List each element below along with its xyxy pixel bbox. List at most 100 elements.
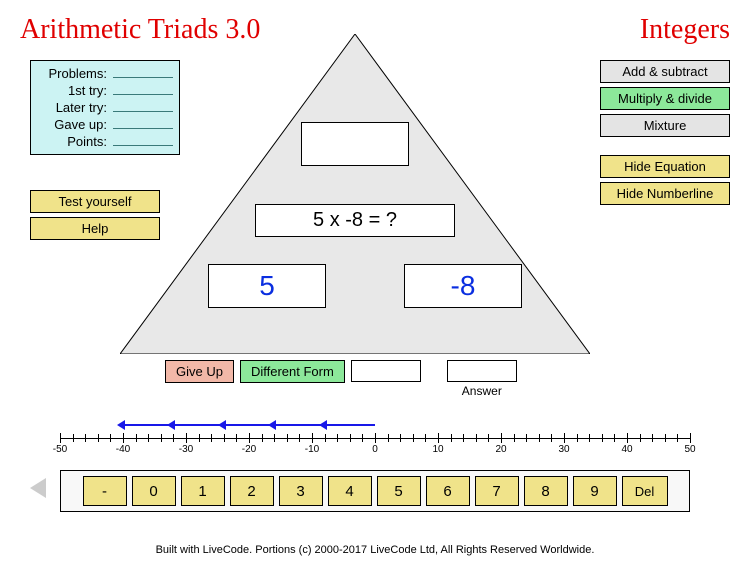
numberline-label: 40 [621,444,632,455]
numberline-tick [186,433,187,443]
numberline-minor-tick [488,434,489,442]
numberline-label: -30 [179,444,193,455]
key-9[interactable]: 9 [573,476,617,506]
footer-text: Built with LiveCode. Portions (c) 2000-2… [0,544,750,556]
scratch-input[interactable] [351,360,421,382]
numberline-minor-tick [463,434,464,442]
stats-label: 1st try: [37,83,107,98]
numberline-minor-tick [551,434,552,442]
stats-label: Problems: [37,66,107,81]
stats-label: Gave up: [37,117,107,132]
numberline-minor-tick [262,434,263,442]
numberline-minor-tick [350,434,351,442]
action-row: Give Up Different Form Answer [165,360,517,398]
numberline-minor-tick [602,434,603,442]
answer-label: Answer [462,384,502,398]
numberline-minor-tick [148,434,149,442]
numberline-tick [501,433,502,443]
numberline-arrow [325,424,375,426]
numberline-tick [564,433,565,443]
key-0[interactable]: 0 [132,476,176,506]
numberline-minor-tick [589,434,590,442]
key-6[interactable]: 6 [426,476,470,506]
numberline-minor-tick [577,434,578,442]
key-2[interactable]: 2 [230,476,274,506]
key-5[interactable]: 5 [377,476,421,506]
add-subtract-button[interactable]: Add & subtract [600,60,730,83]
numberline-minor-tick [136,434,137,442]
numberline-minor-tick [388,434,389,442]
numberline-label: -50 [53,444,67,455]
collapse-icon[interactable] [30,478,46,498]
numberline-arrow [173,424,223,426]
topic-title: Integers [640,14,730,46]
numberline-minor-tick [236,434,237,442]
numberline-label: 0 [372,444,378,455]
numberline-label: 50 [684,444,695,455]
numberline-tick [123,433,124,443]
triad-triangle: 5 x -8 = ? 5 -8 [120,34,590,354]
numberline-tick [438,433,439,443]
numberline-minor-tick [640,434,641,442]
numberline-minor-tick [677,434,678,442]
numberline-minor-tick [425,434,426,442]
key-7[interactable]: 7 [475,476,519,506]
numberline-label: 30 [558,444,569,455]
numberline-minor-tick [98,434,99,442]
numberline-arrow [274,424,324,426]
numberline-minor-tick [211,434,212,442]
key-minus[interactable]: - [83,476,127,506]
different-form-button[interactable]: Different Form [240,360,345,383]
key-3[interactable]: 3 [279,476,323,506]
answer-input[interactable] [447,360,517,382]
numberline-minor-tick [85,434,86,442]
numberline-tick [60,433,61,443]
numberline-label: -10 [305,444,319,455]
numberline-tick [249,433,250,443]
answer-group: Answer [447,360,517,398]
right-button-group: Add & subtract Multiply & divide Mixture Hi… [600,60,730,209]
numberline-minor-tick [161,434,162,442]
numberline-tick [375,433,376,443]
numberline-minor-tick [539,434,540,442]
hide-equation-button[interactable]: Hide Equation [600,155,730,178]
numberline-minor-tick [110,434,111,442]
stats-label: Points: [37,134,107,149]
numberline-label: -20 [242,444,256,455]
key-1[interactable]: 1 [181,476,225,506]
key-4[interactable]: 4 [328,476,372,506]
mixture-button[interactable]: Mixture [600,114,730,137]
numberline-minor-tick [476,434,477,442]
numberline-minor-tick [274,434,275,442]
numberline-tick [312,433,313,443]
numberline-minor-tick [287,434,288,442]
key-del[interactable]: Del [622,476,668,506]
numberline-minor-tick [337,434,338,442]
give-up-button[interactable]: Give Up [165,360,234,383]
numberline-tick [690,433,691,443]
numberline-arrow [123,424,173,426]
triad-left-box: 5 [208,264,326,308]
numberline-minor-tick [73,434,74,442]
numberline-minor-tick [614,434,615,442]
hide-numberline-button[interactable]: Hide Numberline [600,182,730,205]
multiply-divide-button[interactable]: Multiply & divide [600,87,730,110]
key-8[interactable]: 8 [524,476,568,506]
numberline-minor-tick [173,434,174,442]
equation-box: 5 x -8 = ? [255,204,455,237]
triad-right-box: -8 [404,264,522,308]
stats-label: Later try: [37,100,107,115]
numberline-minor-tick [325,434,326,442]
numberline-minor-tick [451,434,452,442]
numberline-minor-tick [514,434,515,442]
keypad: -0123456789Del [60,470,690,512]
numberline: -50-40-30-20-1001020304050 [60,410,690,460]
numberline-minor-tick [413,434,414,442]
numberline-minor-tick [526,434,527,442]
numberline-minor-tick [224,434,225,442]
numberline-label: -40 [116,444,130,455]
numberline-minor-tick [665,434,666,442]
numberline-minor-tick [362,434,363,442]
numberline-minor-tick [400,434,401,442]
triad-top-box [301,122,409,166]
